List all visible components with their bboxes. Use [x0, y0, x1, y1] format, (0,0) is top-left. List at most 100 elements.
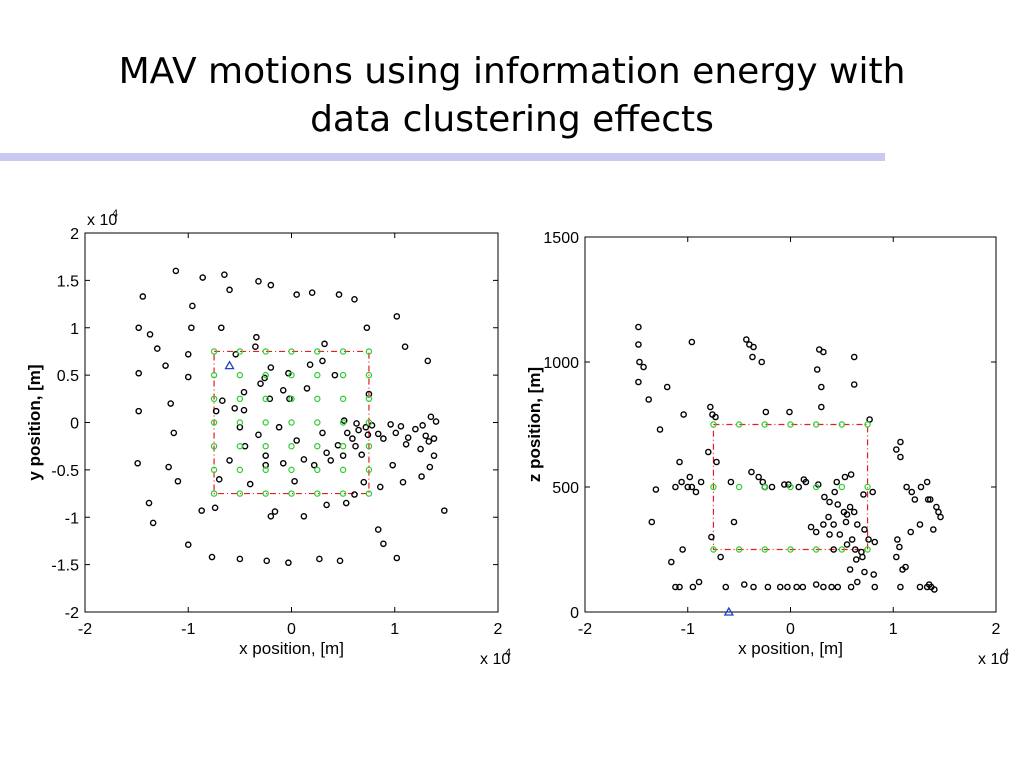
right-chart-sensor-nodes-point — [826, 498, 833, 506]
left-chart-x-exponent-power: 4 — [505, 647, 511, 659]
right-chart-sensor-nodes-point — [916, 521, 924, 528]
left-chart-sensor-nodes-point — [293, 437, 300, 444]
right-chart-target-grid-point — [761, 421, 769, 428]
left-chart-ytick-label: 1 — [70, 321, 79, 338]
left-chart-target-grid-point — [210, 466, 218, 474]
left-chart-sensor-nodes-point — [189, 302, 196, 310]
left-chart-sensor-nodes-point — [267, 513, 275, 520]
right-chart-sensor-nodes-point — [820, 521, 827, 528]
right-chart-ytick-label: 1000 — [543, 355, 579, 372]
left-chart-sensor-nodes-point — [432, 418, 440, 425]
right-chart-xtick-label: 1 — [889, 621, 898, 638]
right-chart-sensor-nodes-point — [820, 583, 827, 591]
chart-xy-positions: -2 -1 0 1 2 -2 -1.5 -1 -0.5 0 0.5 1 1.5 2 x position, … — [25, 208, 511, 668]
right-chart-sensor-nodes-point — [635, 323, 642, 331]
left-chart-sensor-nodes-point — [427, 413, 435, 421]
left-chart-sensor-nodes-point — [217, 324, 225, 332]
left-chart-sensor-nodes-point — [349, 435, 356, 442]
slide-title-line-1: MAV motions using information energy wit… — [118, 51, 906, 92]
right-chart-sensor-nodes-point — [636, 358, 643, 366]
left-chart-ytick-label: -1.5 — [51, 558, 79, 575]
left-chart-sensor-nodes-point — [253, 333, 260, 341]
right-chart-sensor-nodes-point — [930, 526, 937, 533]
left-chart-sensor-nodes-point — [291, 477, 298, 485]
right-chart-xtick-label: 2 — [992, 621, 1001, 638]
right-chart-xtick-label: -2 — [578, 621, 592, 638]
right-chart-sensor-nodes-point — [764, 583, 772, 591]
left-chart-target-grid-point — [236, 419, 244, 426]
right-chart-target-grid-point — [735, 546, 743, 553]
right-chart-sensor-nodes-point — [656, 426, 664, 433]
right-chart-sensor-nodes-point — [740, 581, 748, 588]
right-chart-sensor-nodes-point — [937, 513, 944, 521]
left-chart-target-grid-point — [236, 371, 244, 379]
right-chart-sensor-nodes-point — [712, 413, 719, 421]
right-chart-sensor-nodes-point — [672, 483, 679, 491]
left-chart-sensor-nodes-point — [308, 289, 316, 296]
right-chart-target-grid-point — [787, 546, 794, 553]
right-chart-sensor-nodes-point — [859, 553, 866, 561]
left-chart-sensor-nodes-point — [170, 429, 178, 437]
right-chart-sensor-nodes-point — [853, 521, 861, 528]
left-chart-sensor-nodes-point — [257, 380, 264, 387]
right-chart-sensor-nodes-point — [907, 528, 915, 536]
right-chart-sensor-nodes-point — [812, 528, 820, 536]
right-chart-ytick-label: 1500 — [543, 230, 579, 247]
right-chart-sensor-nodes-point — [851, 546, 859, 553]
left-chart-sensor-nodes-point — [146, 331, 154, 338]
left-chart-sensor-nodes-point — [351, 491, 358, 498]
left-chart-sensor-nodes-point — [419, 422, 426, 429]
left-chart-sensor-nodes-point — [275, 423, 283, 431]
left-chart-sensor-nodes-point — [331, 371, 339, 379]
right-chart-sensor-nodes-point — [893, 553, 900, 561]
left-chart-sensor-nodes-point — [389, 461, 396, 469]
right-chart-sensor-nodes-point — [678, 478, 685, 486]
right-chart-sensor-nodes-point — [869, 488, 877, 496]
left-chart-sensor-nodes-point — [267, 281, 275, 289]
right-chart-sensor-nodes-point — [776, 583, 784, 591]
left-chart-target-grid-point — [210, 348, 218, 355]
left-chart-target-grid-point — [236, 395, 244, 403]
right-chart-sensor-nodes-point — [897, 583, 904, 591]
left-chart-target-grid-point — [210, 395, 218, 403]
left-chart-target-grid-point — [288, 442, 295, 450]
left-chart-sensor-nodes-point — [261, 374, 268, 382]
left-chart-sensor-nodes-point — [360, 478, 368, 486]
left-chart-sensor-nodes-point — [184, 541, 192, 549]
left-chart-sensor-nodes-point — [262, 452, 269, 459]
left-chart-target-grid-point — [210, 419, 218, 426]
right-chart-sensor-nodes-point — [825, 513, 832, 521]
left-chart-sensor-nodes-point — [303, 385, 311, 392]
left-chart-ylabel: y position, [m] — [25, 364, 44, 480]
left-chart-target-grid-point — [236, 490, 244, 497]
left-chart-sensor-nodes-point — [149, 519, 157, 527]
right-chart-sensor-nodes-point — [897, 438, 904, 446]
right-chart-sensor-nodes-point — [818, 403, 825, 411]
right-chart-sensor-nodes-point — [705, 448, 712, 456]
left-chart-sensor-nodes-point — [321, 340, 328, 348]
left-chart-sensor-nodes-point — [226, 286, 233, 294]
left-chart-target-grid-point — [314, 419, 321, 426]
left-chart-target-grid-point — [314, 348, 321, 355]
left-chart-sensor-nodes-point — [184, 350, 192, 358]
left-chart-sensor-nodes-point — [300, 513, 308, 520]
left-chart-target-grid-point — [262, 371, 269, 379]
right-chart-target-grid-point — [838, 421, 846, 428]
right-chart-target-grid-point — [710, 546, 717, 553]
left-chart-sensor-nodes-point — [271, 508, 279, 515]
left-chart-sensor-nodes-point — [319, 429, 326, 437]
left-chart-sensor-nodes-point — [215, 476, 223, 483]
right-chart-target-grid-point — [838, 483, 846, 491]
left-chart-target-grid-point — [288, 395, 295, 403]
right-chart-target-grid-point — [710, 421, 717, 428]
left-chart-sensor-nodes-point — [263, 557, 271, 565]
left-chart-y-exponent-power: 4 — [112, 208, 118, 220]
left-chart-target-grid-point — [210, 442, 218, 450]
left-chart-sensor-nodes-point — [392, 429, 400, 437]
left-chart-target-grid-point — [288, 466, 295, 474]
right-chart-sensor-nodes-point — [925, 581, 933, 588]
right-chart-sensor-nodes-point — [749, 353, 756, 361]
left-chart-sensor-nodes-point — [240, 388, 248, 396]
slide-title: MAV motions using information energy wit… — [0, 48, 1024, 144]
left-chart-plot-frame — [84, 232, 499, 613]
